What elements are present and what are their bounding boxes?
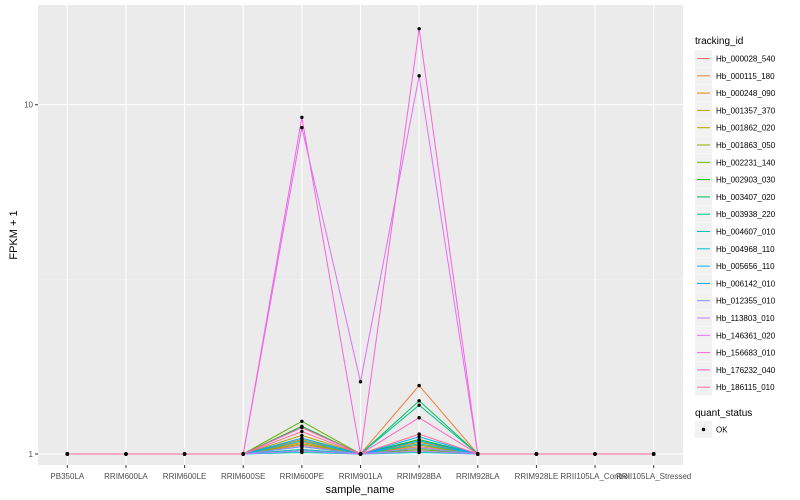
data-point [358, 380, 363, 384]
legend2-label: OK [716, 426, 728, 435]
legend-label: Hb_156683_010 [716, 349, 776, 358]
legend-items: Hb_000028_540 Hb_000115_180 Hb_000248_090 H… [695, 50, 776, 396]
legend-label: Hb_000115_180 [716, 72, 775, 81]
x-axis: PB350LA RRIM600LA RRIM600LE RRIM600SE RRIM60… [50, 465, 691, 481]
data-point [417, 403, 421, 407]
legend-label: Hb_002231_140 [716, 158, 776, 167]
data-point [593, 452, 597, 456]
legend-label: Hb_001863_050 [716, 141, 776, 150]
data-point [300, 115, 304, 120]
data-point [417, 399, 421, 403]
legend-label: Hb_006142_010 [716, 279, 776, 288]
data-point [124, 452, 128, 456]
series-points [65, 27, 656, 456]
legend-label: Hb_000028_540 [716, 55, 776, 64]
y-axis: 1 10 [24, 101, 38, 459]
x-tick-label: RRIM600LA [104, 472, 148, 481]
legend-label: Hb_003407_020 [716, 193, 776, 202]
y-axis-title: FPKM + 1 [8, 210, 20, 259]
data-point [417, 27, 421, 31]
legend-tracking-id: tracking_id Hb_000028_540Hb_000115_180Hb… [695, 36, 776, 396]
legend-label: Hb_004607_010 [716, 228, 776, 237]
data-point [300, 436, 304, 440]
x-axis-title: sample_name [325, 484, 394, 496]
legend-label: Hb_004968_110 [716, 245, 775, 254]
data-point [300, 433, 304, 438]
data-point [300, 429, 304, 434]
data-point [182, 452, 187, 456]
x-tick-label: PB350LA [50, 472, 84, 481]
legend-label: Hb_005656_110 [716, 262, 775, 271]
data-point [417, 435, 421, 439]
x-tick-label: RRIM901LA [339, 472, 383, 481]
legend-quant-status: quant_status OK [695, 408, 752, 438]
legend-label: Hb_012355_010 [716, 297, 776, 306]
x-tick-label: RRIM928LE [515, 472, 559, 481]
x-tick-label: RRIM928LA [456, 472, 500, 481]
data-point [65, 452, 70, 456]
legend-label: Hb_002903_030 [716, 176, 776, 185]
data-point [417, 449, 421, 453]
data-point [476, 452, 480, 456]
legend2-title: quant_status [695, 408, 752, 419]
x-tick-label: RRIM600LE [163, 472, 207, 481]
x-tick-label: RRIM928BA [397, 472, 442, 481]
legend-label: Hb_003938_220 [716, 210, 776, 219]
x-tick-label: RRII105LA_Control [560, 472, 630, 481]
x-tick-label: RRIM600SE [221, 472, 265, 481]
data-point [300, 449, 304, 453]
x-tick-label: RRII105LA_Stressed [616, 472, 691, 481]
y-tick-label: 10 [24, 101, 33, 110]
legend-label: Hb_146361_020 [716, 331, 776, 340]
y-tick-label: 1 [29, 450, 34, 459]
legend-label: Hb_000248_090 [716, 89, 776, 98]
data-point [417, 383, 421, 388]
data-point [417, 446, 421, 450]
data-point [534, 452, 539, 456]
legend-label: Hb_176232_040 [716, 366, 776, 375]
legend-label: Hb_001862_020 [716, 124, 776, 133]
legend-label: Hb_113803_010 [716, 314, 775, 323]
legend2-key-point [701, 427, 706, 432]
data-point [300, 125, 304, 130]
data-point [241, 452, 245, 456]
data-point [417, 442, 421, 446]
data-point [300, 425, 304, 430]
data-point [417, 439, 421, 443]
data-point [651, 452, 656, 456]
data-point [300, 439, 304, 443]
legend-label: Hb_186115_010 [716, 383, 775, 392]
data-point [417, 416, 421, 420]
data-point [300, 419, 304, 424]
legend-label: Hb_001357_370 [716, 106, 776, 115]
data-point [417, 74, 421, 78]
data-point [358, 452, 363, 456]
data-point [300, 442, 304, 446]
legend2-items: OK [695, 421, 728, 438]
data-point [300, 444, 304, 449]
legend-title: tracking_id [695, 36, 743, 47]
data-point [417, 432, 421, 436]
x-tick-label: RRIM600PE [280, 472, 324, 481]
